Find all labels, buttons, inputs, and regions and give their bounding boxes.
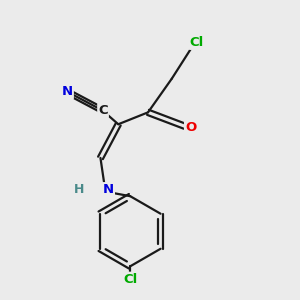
Text: H: H xyxy=(74,183,84,196)
Text: N: N xyxy=(103,183,114,196)
Text: Cl: Cl xyxy=(123,273,137,286)
Text: Cl: Cl xyxy=(190,36,204,49)
Text: N: N xyxy=(62,85,73,98)
Text: C: C xyxy=(98,104,108,117)
Text: O: O xyxy=(185,121,196,134)
